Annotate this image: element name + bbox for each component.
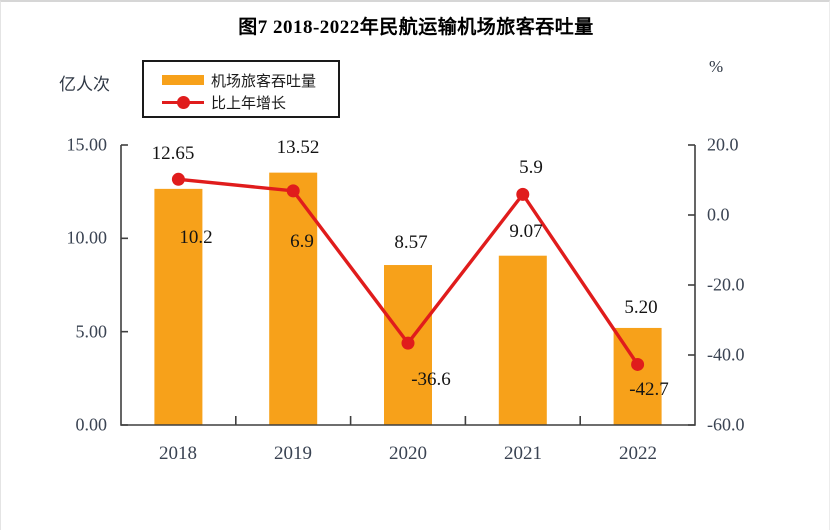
bar-value-2022: 5.20: [624, 297, 658, 318]
bar-value-2018: 12.65: [151, 143, 195, 164]
x-label-2022: 2022: [619, 443, 657, 464]
line-value-2020: -36.6: [411, 369, 451, 390]
line-value-2018: 10.2: [179, 227, 213, 248]
right-tick-20: 20.0: [707, 134, 739, 155]
left-tick-0: 0.00: [75, 414, 108, 435]
left-tick-5: 5.00: [75, 321, 108, 342]
left-tick-15: 15.00: [66, 134, 108, 155]
bar-value-2019: 13.52: [276, 137, 320, 158]
left-tick-10: 10.00: [66, 227, 108, 248]
bar-value-2021: 9.07: [509, 221, 543, 242]
line-series-swatch: [162, 95, 204, 109]
x-label-2018: 2018: [159, 443, 197, 464]
right-tick-neg40: -40.0: [707, 344, 745, 365]
left-axis-unit: 亿人次: [59, 75, 110, 94]
x-label-2021: 2021: [504, 443, 542, 464]
line-value-2022: -42.7: [629, 379, 669, 400]
legend-item-line: 比上年增长: [162, 92, 286, 112]
x-label-2020: 2020: [389, 443, 427, 464]
right-axis-unit: %: [709, 57, 724, 76]
bar-series-swatch: [162, 75, 204, 85]
line-value-2021: 5.9: [519, 157, 543, 178]
line-swatch-marker-icon: [177, 96, 190, 109]
x-label-2019: 2019: [274, 443, 312, 464]
legend-line-label: 比上年增长: [211, 95, 287, 112]
legend-bar-label: 机场旅客吞吐量: [211, 73, 317, 90]
legend-item-bar: 机场旅客吞吐量: [162, 70, 316, 90]
right-tick-0: 0.0: [707, 204, 730, 225]
right-tick-neg20: -20.0: [707, 274, 745, 295]
chart-title: 图7 2018-2022年民航运输机场旅客吞吐量: [238, 17, 594, 38]
bar-value-2020: 8.57: [394, 232, 428, 253]
legend: 机场旅客吞吐量 比上年增长: [142, 60, 340, 118]
right-tick-neg60: -60.0: [707, 414, 745, 435]
line-value-2019: 6.9: [290, 231, 314, 252]
